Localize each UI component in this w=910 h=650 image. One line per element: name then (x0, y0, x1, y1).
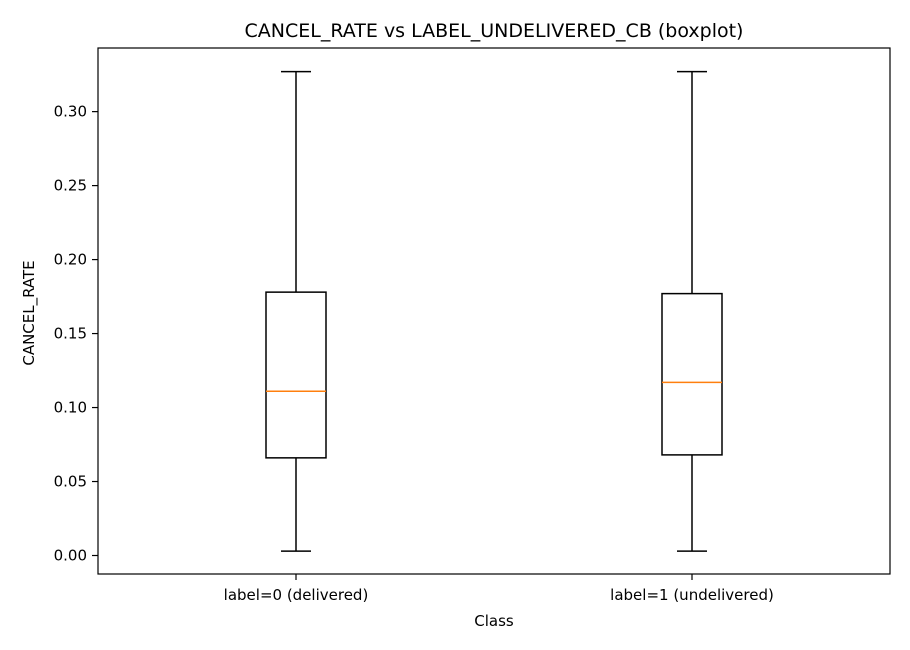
x-axis-label: Class (474, 612, 514, 630)
y-tick-label: 0.00 (54, 547, 87, 565)
y-tick-label: 0.05 (54, 473, 87, 491)
x-tick-label: label=1 (undelivered) (610, 586, 774, 604)
plot-frame (97, 47, 891, 575)
x-tick-label: label=0 (delivered) (224, 586, 369, 604)
box-group (661, 70, 723, 552)
y-tick-label: 0.25 (54, 177, 87, 195)
y-axis-label: CANCEL_RATE (20, 260, 39, 365)
y-tick-label: 0.10 (54, 399, 87, 417)
box (661, 292, 723, 456)
chart-title: CANCEL_RATE vs LABEL_UNDELIVERED_CB (box… (245, 20, 744, 42)
y-tick-label: 0.15 (54, 325, 87, 343)
plot-area: 0.00 0.05 0.10 0.15 0.20 0.25 0.30 label=0 (del… (54, 70, 774, 604)
box-group (265, 70, 327, 552)
y-tick-label: 0.20 (54, 251, 87, 269)
y-tick-label: 0.30 (54, 103, 87, 121)
box (265, 291, 327, 459)
